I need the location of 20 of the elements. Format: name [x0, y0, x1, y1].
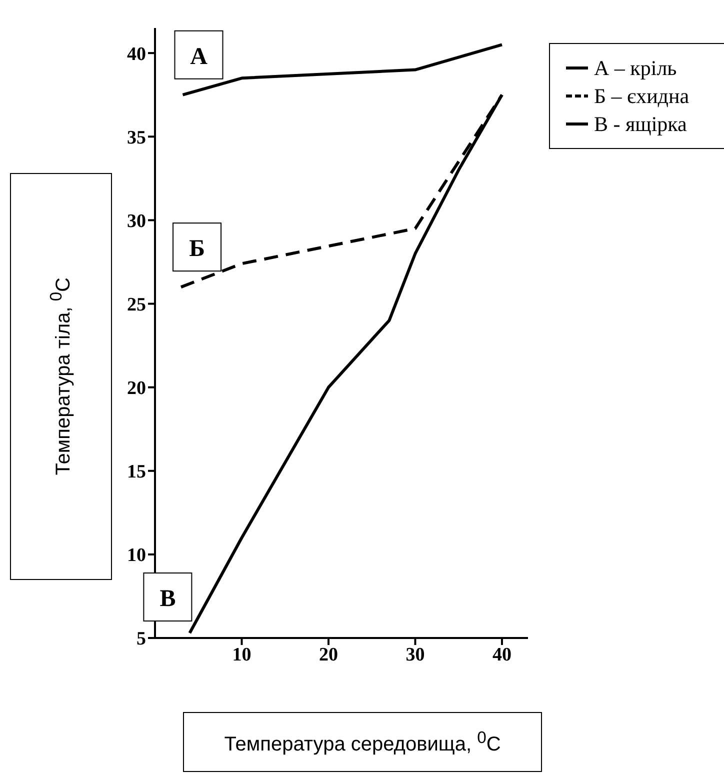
y-tick-label: 35: [127, 127, 146, 148]
y-tick-label: 15: [127, 462, 146, 483]
annotation: В: [160, 586, 176, 612]
y-tick-label: 10: [127, 545, 146, 566]
y-tick-label: 20: [127, 378, 146, 400]
legend-label: В - ящірка: [594, 111, 687, 138]
annotation: Б: [189, 236, 205, 262]
x-tick-label: 40: [492, 644, 512, 666]
y-tick-label: 5: [136, 628, 146, 650]
x-tick-label: 10: [232, 644, 252, 666]
y-tick-label: 25: [127, 294, 146, 316]
x-axis-title: Температура середовища, $^{0}$C: [224, 728, 501, 756]
legend-label: Б – єхидна: [594, 83, 690, 110]
y-tick-label: 30: [127, 210, 146, 232]
legend-label: А – кріль: [594, 55, 677, 82]
x-tick-label: 20: [318, 644, 338, 666]
line-series: [181, 43, 504, 96]
annotation: А: [190, 44, 208, 70]
y-tick-label: 40: [127, 44, 146, 65]
x-tick-label: 30: [406, 644, 425, 666]
